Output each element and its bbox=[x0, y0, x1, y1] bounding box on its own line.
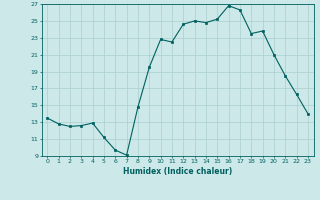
X-axis label: Humidex (Indice chaleur): Humidex (Indice chaleur) bbox=[123, 167, 232, 176]
